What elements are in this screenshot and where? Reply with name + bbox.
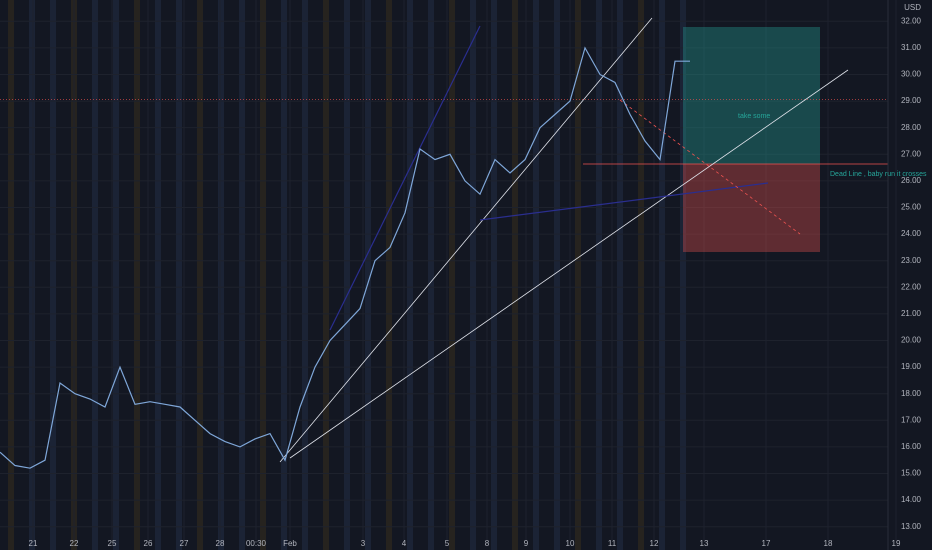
x-tick-label: 22 [70, 539, 79, 548]
x-tick-label: 5 [445, 539, 450, 548]
annotation: Dead Line , baby run it crosses [830, 171, 927, 178]
session-stripe [218, 0, 224, 550]
x-tick-label: 12 [650, 539, 659, 548]
session-stripe [491, 0, 497, 550]
x-tick-label: 13 [700, 539, 709, 548]
y-tick-label: 27.00 [901, 149, 922, 158]
session-stripe [512, 0, 518, 550]
x-tick-label: 11 [608, 539, 617, 548]
session-stripe [386, 0, 392, 550]
session-stripe [323, 0, 329, 550]
session-stripes [8, 0, 686, 550]
trend-line [329, 25, 481, 331]
session-stripe [554, 0, 560, 550]
currency-label: USD [904, 3, 921, 12]
session-stripe [302, 0, 308, 550]
y-tick-label: 13.00 [901, 522, 922, 531]
session-stripe [281, 0, 287, 550]
y-tick-label: 26.00 [901, 176, 922, 185]
session-stripe [533, 0, 539, 550]
x-tick-label: 21 [29, 539, 38, 548]
y-tick-label: 20.00 [901, 336, 922, 345]
y-tick-label: 32.00 [901, 16, 922, 25]
session-stripe [575, 0, 581, 550]
x-tick-label: Feb [283, 539, 297, 548]
y-tick-label: 31.00 [901, 43, 922, 52]
session-stripe [344, 0, 350, 550]
x-tick-label: 8 [485, 539, 490, 548]
annotation: take some [738, 113, 770, 120]
session-stripe [50, 0, 56, 550]
session-stripe [8, 0, 14, 550]
session-stripe [470, 0, 476, 550]
session-stripe [365, 0, 371, 550]
x-tick-label: 25 [108, 539, 117, 548]
x-tick-label: 3 [361, 539, 366, 548]
session-stripe [239, 0, 245, 550]
y-tick-label: 22.00 [901, 282, 922, 291]
y-tick-label: 16.00 [901, 442, 922, 451]
session-stripe [29, 0, 35, 550]
price-line-series [0, 46, 690, 469]
projection-line [619, 99, 801, 235]
session-stripe [113, 0, 119, 550]
y-tick-label: 17.00 [901, 415, 922, 424]
x-tick-label: 9 [524, 539, 529, 548]
session-stripe [134, 0, 140, 550]
x-tick-label: 19 [892, 539, 901, 548]
x-tick-label: 00:30 [246, 539, 267, 548]
y-tick-label: 25.00 [901, 203, 922, 212]
y-tick-label: 18.00 [901, 389, 922, 398]
x-tick-label: 18 [824, 539, 833, 548]
session-stripe [638, 0, 644, 550]
session-stripe [197, 0, 203, 550]
session-stripe [260, 0, 266, 550]
session-stripe [407, 0, 413, 550]
x-tick-label: 27 [180, 539, 189, 548]
session-stripe [659, 0, 665, 550]
y-tick-label: 30.00 [901, 70, 922, 79]
y-tick-label: 24.00 [901, 229, 922, 238]
y-tick-label: 29.00 [901, 96, 922, 105]
y-tick-label: 23.00 [901, 256, 922, 265]
trend-line [479, 182, 769, 221]
y-tick-label: 28.00 [901, 123, 922, 132]
session-stripe [680, 0, 686, 550]
session-stripe [449, 0, 455, 550]
grid [0, 0, 897, 540]
session-stripe [176, 0, 182, 550]
y-tick-label: 15.00 [901, 469, 922, 478]
x-tick-label: 26 [144, 539, 153, 548]
trend-line [279, 17, 653, 463]
x-tick-label: 28 [216, 539, 225, 548]
x-tick-label: 10 [566, 539, 575, 548]
profit-zone [683, 27, 820, 164]
loss-zone [683, 164, 820, 252]
x-tick-label: 17 [762, 539, 771, 548]
session-stripe [155, 0, 161, 550]
session-stripe [617, 0, 623, 550]
y-tick-label: 21.00 [901, 309, 922, 318]
session-stripe [92, 0, 98, 550]
y-tick-label: 19.00 [901, 362, 922, 371]
y-tick-label: 14.00 [901, 495, 922, 504]
x-tick-label: 4 [402, 539, 407, 548]
session-stripe [428, 0, 434, 550]
trend-line [289, 69, 849, 459]
session-stripe [596, 0, 602, 550]
